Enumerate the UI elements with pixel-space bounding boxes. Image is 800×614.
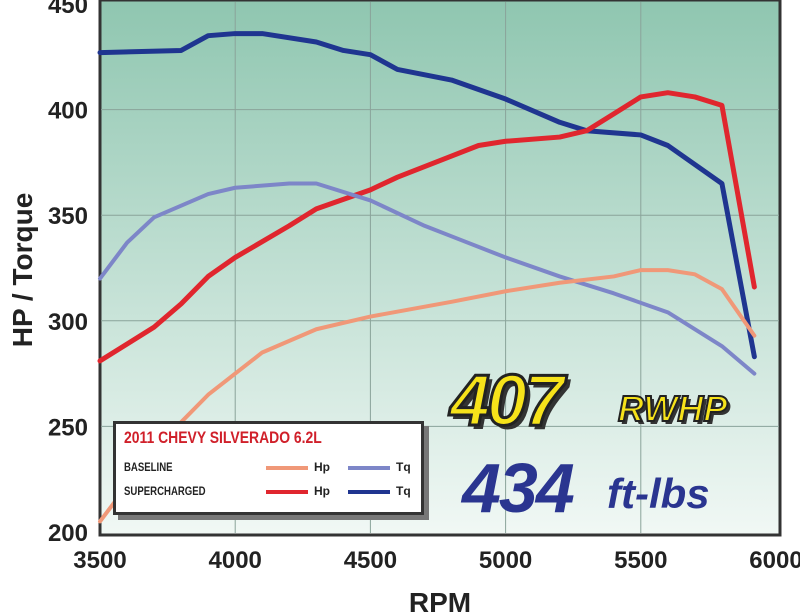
peak-hp-value: 407: [448, 360, 565, 443]
y-tick-label: 450: [48, 0, 88, 19]
peak-hp-unit: RWHP: [617, 387, 728, 430]
y-tick-label: 400: [48, 98, 88, 125]
y-tick-label: 200: [48, 520, 88, 547]
legend: 2011 CHEVY SILVERADO 6.2L BASELINE Hp Tq…: [113, 421, 424, 515]
legend-supercharged-tq-swatch: [348, 490, 390, 494]
legend-baseline-hp-label: Hp: [314, 460, 330, 474]
x-tick-label: 4000: [209, 547, 262, 574]
x-tick-label: 3500: [73, 547, 126, 574]
legend-baseline-tq-swatch: [348, 466, 390, 470]
y-tick-label: 300: [48, 309, 88, 336]
x-tick-label: 5500: [614, 547, 667, 574]
legend-baseline-tq-label: Tq: [396, 460, 411, 474]
x-axis-label: RPM: [409, 587, 471, 614]
legend-supercharged-tq-label: Tq: [396, 484, 411, 498]
peak-torque-unit: ft-lbs: [607, 470, 710, 517]
legend-supercharged-hp-swatch: [266, 490, 308, 494]
series-line-supercharged-tq: [97, 31, 757, 360]
x-tick-label: 4500: [344, 547, 397, 574]
y-axis-label: HP / Torque: [7, 193, 38, 348]
series-line-supercharged-hp: [97, 90, 757, 364]
y-tick-label: 250: [48, 414, 88, 441]
peak-torque-value: 434: [462, 449, 575, 527]
legend-supercharged-hp-label: Hp: [314, 484, 330, 498]
y-tick-label: 350: [48, 203, 88, 230]
legend-baseline-label: BASELINE: [124, 460, 173, 474]
legend-supercharged-label: SUPERCHARGED: [124, 484, 206, 498]
x-tick-label: 6000: [749, 547, 800, 574]
series-line-baseline-tq: [98, 181, 757, 376]
x-tick-label: 5000: [479, 547, 532, 574]
legend-title: 2011 CHEVY SILVERADO 6.2L: [124, 428, 322, 447]
legend-baseline-hp-swatch: [266, 466, 308, 470]
